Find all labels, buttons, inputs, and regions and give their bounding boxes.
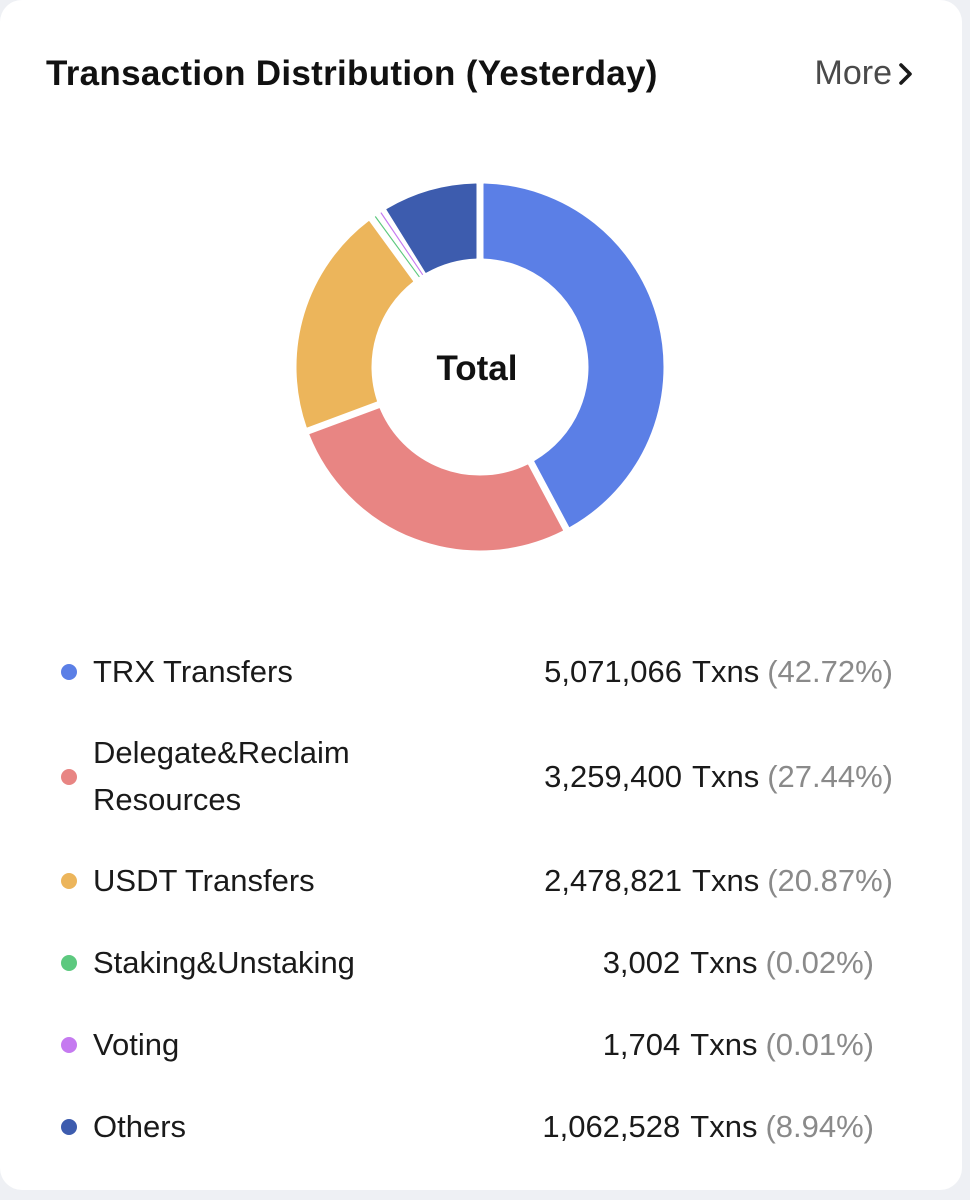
legend-value: 1,704 Txns (0.01%) (603, 1021, 874, 1068)
legend-label: Others (93, 1109, 187, 1144)
donut-chart: Total (296, 183, 664, 551)
legend-label: Voting (93, 1027, 180, 1062)
legend-percent: (0.02%) (765, 945, 874, 980)
legend-unit: Txns (692, 759, 760, 794)
legend-swatch (61, 1119, 77, 1135)
donut-slice-delegate-reclaim-resources[interactable] (309, 408, 564, 551)
donut-slice-others[interactable] (386, 183, 477, 273)
legend-row: TRX Transfers 5,071,066 Txns (42.72%) (0, 648, 962, 696)
legend-percent: (27.44%) (767, 759, 893, 794)
legend-percent: (0.01%) (765, 1027, 874, 1062)
more-label: More (814, 54, 892, 92)
legend-value: 3,259,400 Txns (27.44%) (544, 753, 893, 800)
legend-unit: Txns (690, 1109, 758, 1144)
legend-swatch (61, 873, 77, 889)
legend-value: 2,478,821 Txns (20.87%) (544, 857, 893, 904)
donut-slice-voting[interactable] (380, 212, 424, 275)
legend-row: Voting 1,704 Txns (0.01%) (0, 1021, 962, 1069)
legend-count: 3,259,400 (544, 759, 683, 794)
legend-value: 1,062,528 Txns (8.94%) (542, 1103, 874, 1150)
donut-center-label: Total (436, 349, 517, 388)
legend-unit: Txns (692, 654, 760, 689)
legend-value: 5,071,066 Txns (42.72%) (544, 648, 893, 695)
legend-count: 1,062,528 (542, 1109, 681, 1144)
legend-unit: Txns (690, 1027, 758, 1062)
legend-percent: (42.72%) (767, 654, 893, 689)
legend-row: Others 1,062,528 Txns (8.94%) (0, 1103, 962, 1151)
donut-slice-staking-unstaking[interactable] (374, 216, 420, 278)
legend-row: Delegate&Reclaim Resources 3,259,400 Txns… (0, 729, 962, 825)
legend-percent: (20.87%) (767, 863, 893, 898)
legend-count: 5,071,066 (544, 654, 683, 689)
legend-row: Staking&Unstaking 3,002 Txns (0.02%) (0, 939, 962, 987)
donut-slice-usdt-transfers[interactable] (296, 221, 414, 428)
legend-label: USDT Transfers (93, 863, 315, 898)
legend-swatch (61, 769, 77, 785)
legend-label: Staking&Unstaking (93, 945, 355, 980)
more-link[interactable]: More (815, 54, 914, 93)
legend-row: USDT Transfers 2,478,821 Txns (20.87%) (0, 857, 962, 905)
legend-unit: Txns (690, 945, 758, 980)
legend-label: Delegate&Reclaim Resources (93, 735, 350, 817)
legend-swatch (61, 955, 77, 971)
chevron-right-icon (899, 62, 912, 85)
legend-label: TRX Transfers (93, 654, 293, 689)
legend-percent: (8.94%) (765, 1109, 874, 1144)
legend-count: 1,704 (602, 1027, 681, 1062)
legend-swatch (61, 664, 77, 680)
legend-count: 2,478,821 (544, 863, 683, 898)
card-title: Transaction Distribution (Yesterday) (46, 54, 658, 93)
legend-unit: Txns (692, 863, 760, 898)
legend-count: 3,002 (602, 945, 681, 980)
donut-slice-trx-transfers[interactable] (483, 183, 664, 528)
legend-value: 3,002 Txns (0.02%) (603, 939, 874, 986)
legend-swatch (61, 1037, 77, 1053)
donut-slices (296, 183, 664, 551)
